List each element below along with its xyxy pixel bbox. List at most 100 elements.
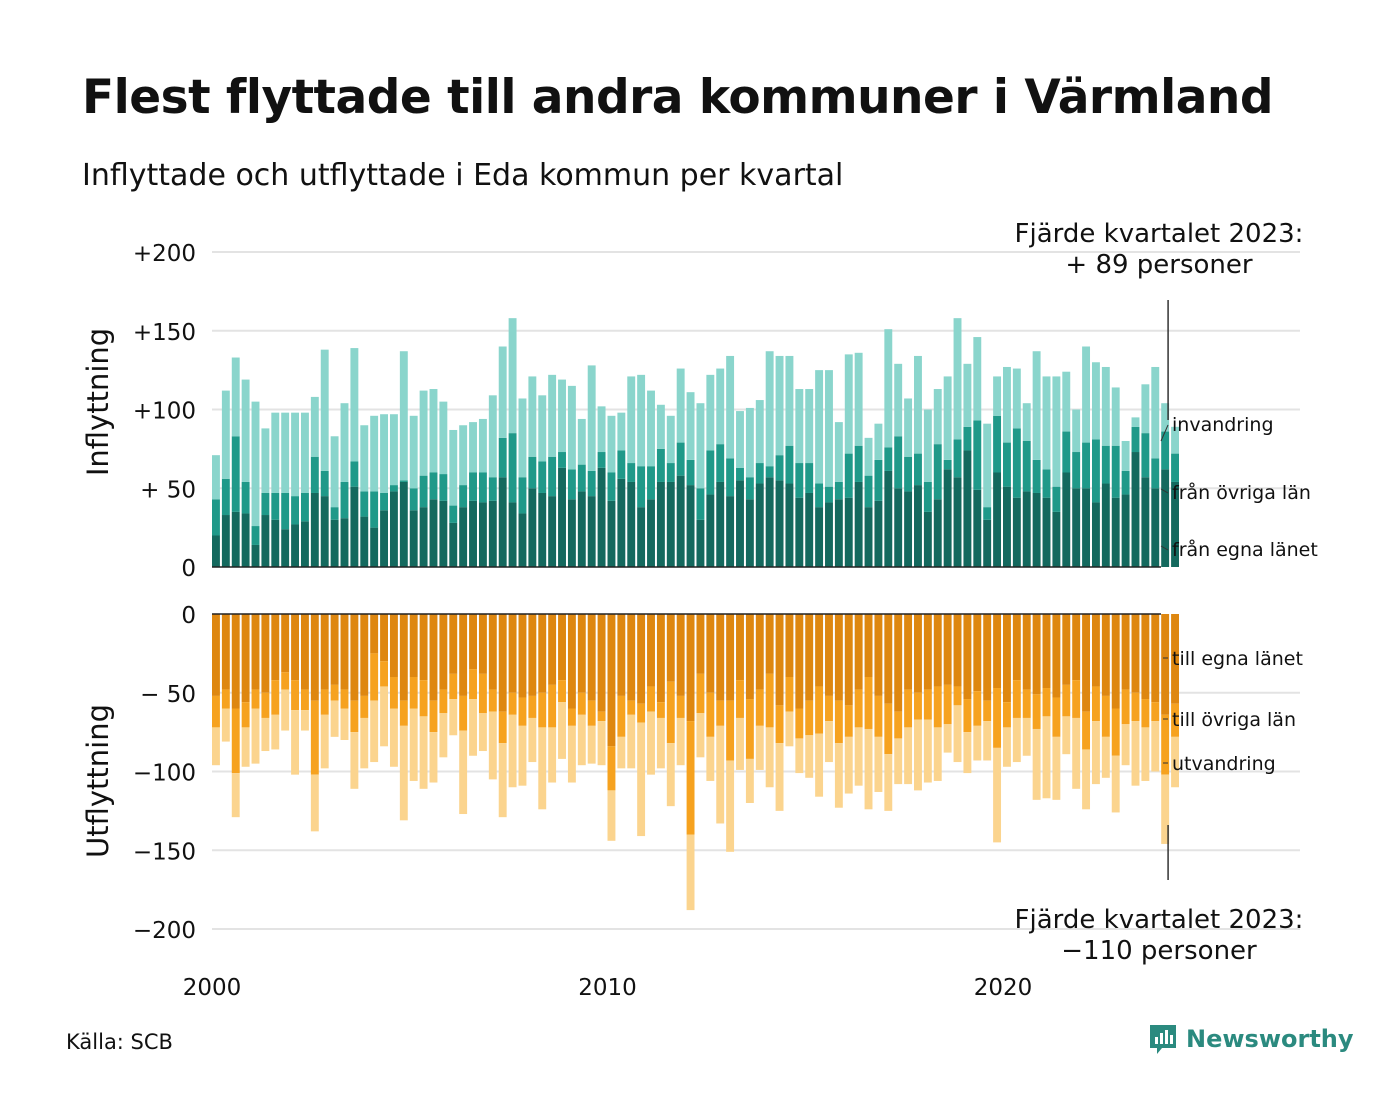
bar-ut-utvandring	[1091, 721, 1100, 785]
bar-in-egna	[558, 467, 566, 567]
bar-in-invandring	[350, 348, 359, 462]
bar-in-ovriga	[330, 507, 339, 520]
bar-in-invandring	[973, 337, 982, 421]
bar-ut-utvandring	[854, 727, 863, 786]
bar-in-ovriga	[825, 486, 833, 503]
bar-in-egna	[498, 477, 507, 567]
bar-in-ovriga	[478, 472, 487, 503]
bar-ut-ovriga	[587, 700, 596, 726]
bar-in-invandring	[1141, 384, 1150, 434]
bar-ut-utvandring	[815, 733, 824, 797]
bar-in-ovriga	[864, 475, 873, 508]
bar-in-egna	[281, 529, 290, 567]
series-label: till övriga län	[1172, 709, 1296, 731]
bar-ut-ovriga	[469, 669, 477, 700]
bar-ut-utvandring	[953, 705, 962, 763]
bar-ut-ovriga	[696, 673, 705, 714]
bar-ut-utvandring	[914, 719, 922, 791]
bar-in-ovriga	[775, 455, 784, 481]
bar-ut-egna	[330, 614, 339, 685]
bar-ut-ovriga	[785, 677, 794, 712]
bar-in-ovriga	[597, 452, 606, 468]
bar-ut-ovriga	[1052, 697, 1061, 737]
bar-ut-ovriga	[656, 702, 665, 718]
bar-ut-ovriga	[291, 680, 300, 711]
bar-ut-utvandring	[904, 727, 913, 785]
bar-in-egna	[696, 519, 705, 567]
bar-ut-ovriga	[597, 711, 606, 722]
bar-ut-utvandring	[399, 725, 408, 821]
bar-in-egna	[854, 481, 863, 567]
annotation-bottom-line2: −110 personer	[1061, 936, 1257, 966]
bar-in-invandring	[933, 389, 942, 445]
bar-in-invandring	[1052, 376, 1061, 487]
bar-in-egna	[1121, 494, 1130, 567]
bar-ut-utvandring	[508, 714, 517, 788]
bar-in-egna	[716, 481, 725, 567]
bar-in-invandring	[716, 368, 725, 445]
bar-ut-ovriga	[914, 692, 922, 720]
bar-in-invandring	[1003, 366, 1011, 443]
bar-ut-utvandring	[330, 700, 339, 737]
bar-ut-egna	[597, 614, 606, 712]
bar-ut-ovriga	[825, 695, 833, 722]
bar-ut-ovriga	[1141, 699, 1150, 728]
bar-in-invandring	[923, 409, 932, 482]
bar-in-invandring	[1032, 351, 1041, 460]
bar-in-ovriga	[874, 459, 883, 501]
bar-in-egna	[666, 481, 675, 567]
bar-ut-ovriga	[310, 700, 319, 775]
bar-in-ovriga	[676, 442, 685, 476]
bar-in-ovriga	[1161, 431, 1170, 470]
bar-ut-egna	[300, 614, 309, 690]
bar-ut-egna	[1121, 614, 1130, 690]
bar-in-egna	[488, 500, 497, 567]
bar-ut-utvandring	[647, 711, 655, 775]
bar-in-egna	[1171, 481, 1179, 567]
bar-in-invandring	[409, 415, 418, 489]
bar-ut-ovriga	[488, 689, 497, 712]
bar-ut-egna	[478, 614, 487, 674]
bar-in-egna	[439, 500, 448, 567]
bar-ut-ovriga	[271, 680, 280, 715]
bar-ut-utvandring	[419, 716, 428, 789]
bar-in-ovriga	[419, 475, 428, 508]
bar-in-egna	[834, 499, 843, 567]
bar-in-egna	[231, 511, 240, 567]
bar-in-invandring	[449, 429, 458, 506]
bar-in-ovriga	[894, 436, 903, 489]
bar-in-invandring	[637, 374, 646, 467]
bar-ut-utvandring	[1012, 717, 1021, 763]
bar-ut-utvandring	[676, 717, 685, 766]
bar-ut-egna	[449, 614, 458, 674]
bar-ut-egna	[251, 614, 260, 690]
bar-ut-utvandring	[795, 738, 804, 774]
bar-in-ovriga	[904, 456, 913, 492]
bar-ut-utvandring	[1082, 749, 1091, 810]
bar-ut-egna	[320, 614, 329, 690]
bar-in-ovriga	[577, 464, 586, 492]
bar-in-ovriga	[943, 459, 952, 470]
bar-ut-egna	[933, 614, 942, 687]
bar-ut-ovriga	[923, 689, 932, 720]
bar-ut-egna	[261, 614, 270, 693]
bar-in-invandring	[943, 376, 952, 460]
bar-in-ovriga	[340, 481, 349, 519]
bar-ut-ovriga	[1151, 702, 1160, 722]
bar-ut-ovriga	[726, 700, 735, 761]
bar-ut-utvandring	[389, 708, 398, 767]
bar-ut-ovriga	[1042, 688, 1051, 717]
bar-ut-utvandring	[1151, 721, 1160, 772]
bar-in-egna	[330, 519, 339, 567]
annotation-bottom-line1: Fjärde kvartalet 2023:	[1015, 905, 1304, 935]
bar-in-invandring	[627, 376, 636, 464]
bar-ut-egna	[231, 614, 240, 709]
bar-ut-ovriga	[775, 705, 784, 744]
bar-in-egna	[567, 499, 576, 567]
bar-ut-ovriga	[617, 695, 626, 737]
bar-in-ovriga	[637, 466, 646, 508]
bar-in-invandring	[1022, 403, 1031, 441]
bar-ut-egna	[1042, 614, 1051, 689]
bar-ut-utvandring	[627, 714, 636, 769]
bar-in-ovriga	[221, 478, 230, 516]
